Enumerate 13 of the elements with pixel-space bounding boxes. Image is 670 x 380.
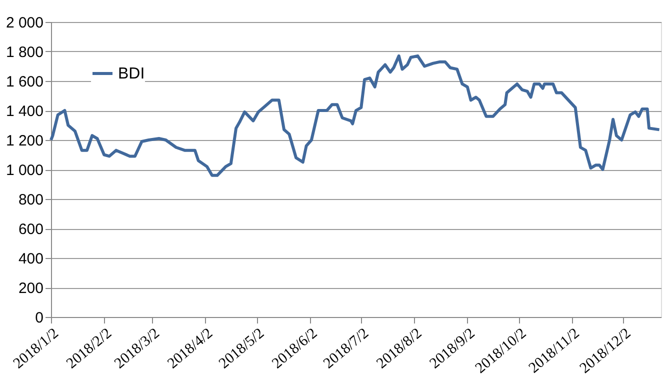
y-tick-label: 1 000 [6,162,44,179]
y-tick-label: 0 [35,310,44,326]
y-tick-label: 1 600 [6,74,44,90]
line-series [50,54,661,177]
y-tick-label: 1 400 [6,103,44,120]
y-tick-label: 200 [18,280,44,297]
y-tick-label: 2 000 [6,14,44,32]
y-tick-label: 800 [18,192,44,208]
y-tick-label: 1 800 [6,44,44,61]
y-tick-label: 400 [18,250,44,268]
legend-label: BDI [118,66,145,82]
y-tick-label: 600 [18,221,44,238]
y-tick-label: 1 200 [6,132,44,150]
